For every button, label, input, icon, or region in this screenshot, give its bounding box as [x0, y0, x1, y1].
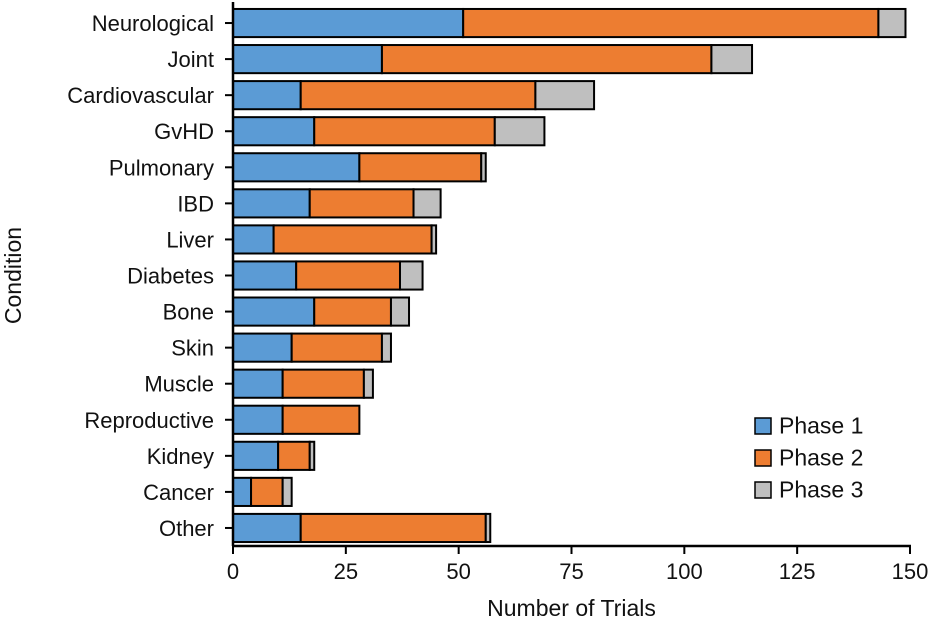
bar-reproductive-phase-1: [232, 404, 284, 435]
bar-skin-phase-2: [290, 332, 383, 363]
legend-label-phase-2: Phase 2: [779, 445, 863, 471]
category-labels: Neurological Joint Cardiovascular GvHD Pulmo…: [67, 11, 214, 541]
bar-pulmonary-phase-3: [480, 152, 487, 183]
bar-other-phase-2: [299, 512, 487, 544]
legend-swatch-phase-2: [754, 449, 772, 467]
category-label-kidney: Kidney: [147, 444, 214, 469]
bar-kidney-phase-3: [308, 440, 316, 471]
bar-bone-phase-3: [389, 296, 411, 327]
bar-cardiovascular-phase-1: [232, 80, 302, 111]
x-tick-label-100: 100: [666, 559, 703, 584]
x-tick-label-25: 25: [334, 559, 358, 584]
category-label-bone: Bone: [163, 300, 214, 325]
bar-gvhd-phase-3: [493, 116, 546, 147]
bar-neurological-phase-1: [232, 7, 465, 39]
category-label-neurological: Neurological: [92, 11, 214, 36]
bar-skin-phase-3: [380, 332, 392, 363]
bar-kidney-phase-1: [232, 440, 280, 471]
category-label-muscle: Muscle: [144, 372, 214, 397]
bar-liver-phase-1: [232, 224, 275, 255]
bar-gvhd-phase-2: [313, 116, 496, 147]
category-label-pulmonary: Pulmonary: [109, 155, 214, 180]
bar-cancer-phase-1: [232, 476, 253, 507]
bar-pulmonary-phase-2: [358, 152, 483, 183]
bar-liver-phase-2: [272, 224, 433, 255]
legend-swatch-phase-1: [754, 417, 772, 435]
bar-muscle-phase-3: [362, 368, 374, 399]
y-axis-title: Condition: [0, 227, 26, 324]
bar-muscle-phase-1: [232, 368, 284, 399]
category-label-liver: Liver: [166, 227, 214, 252]
x-ticks-group: 0 25 50 75 100 125 150: [227, 546, 928, 584]
bar-ibd-phase-3: [412, 188, 442, 219]
legend-label-phase-1: Phase 1: [779, 413, 863, 439]
bar-bone-phase-1: [232, 296, 316, 327]
category-label-reproductive: Reproductive: [84, 408, 214, 433]
bar-joint-phase-2: [380, 44, 713, 75]
x-tick-label-75: 75: [559, 559, 583, 584]
bar-cancer-phase-2: [250, 476, 284, 507]
bar-diabetes-phase-3: [398, 260, 424, 291]
bar-cancer-phase-3: [281, 476, 293, 507]
bar-gvhd-phase-1: [232, 116, 316, 147]
category-label-cardiovascular: Cardiovascular: [67, 83, 214, 108]
bar-cardiovascular-phase-2: [299, 80, 537, 111]
bar-neurological-phase-2: [462, 7, 880, 39]
bar-cardiovascular-phase-3: [534, 80, 596, 111]
x-axis-title: Number of Trials: [487, 595, 656, 621]
category-label-diabetes: Diabetes: [127, 264, 214, 289]
category-label-joint: Joint: [168, 47, 214, 72]
category-label-skin: Skin: [171, 336, 214, 361]
bar-reproductive-phase-2: [281, 404, 361, 435]
legend-label-phase-3: Phase 3: [779, 477, 863, 503]
bar-liver-phase-3: [430, 224, 438, 255]
bar-joint-phase-1: [232, 44, 383, 75]
x-tick-label-0: 0: [227, 559, 239, 584]
bar-pulmonary-phase-1: [232, 152, 361, 183]
bar-kidney-phase-2: [277, 440, 311, 471]
bar-diabetes-phase-1: [232, 260, 298, 291]
bar-joint-phase-3: [710, 44, 754, 75]
legend-swatch-phase-3: [754, 481, 772, 499]
legend: Phase 1 Phase 2 Phase 3: [754, 413, 863, 503]
bar-other-phase-3: [484, 512, 492, 544]
bar-ibd-phase-2: [308, 188, 415, 219]
bar-skin-phase-1: [232, 332, 293, 363]
x-tick-label-125: 125: [779, 559, 816, 584]
bar-other-phase-1: [232, 512, 302, 544]
x-tick-label-150: 150: [892, 559, 929, 584]
bar-bone-phase-2: [313, 296, 392, 327]
category-label-other: Other: [159, 516, 214, 541]
bar-neurological-phase-3: [877, 7, 907, 39]
bars-group: [232, 7, 907, 544]
category-label-ibd: IBD: [177, 191, 214, 216]
x-tick-label-50: 50: [446, 559, 470, 584]
bar-ibd-phase-1: [232, 188, 311, 219]
category-label-cancer: Cancer: [143, 480, 214, 505]
bar-diabetes-phase-2: [295, 260, 401, 291]
bar-muscle-phase-2: [281, 368, 365, 399]
category-label-gvhd: GvHD: [154, 119, 214, 144]
